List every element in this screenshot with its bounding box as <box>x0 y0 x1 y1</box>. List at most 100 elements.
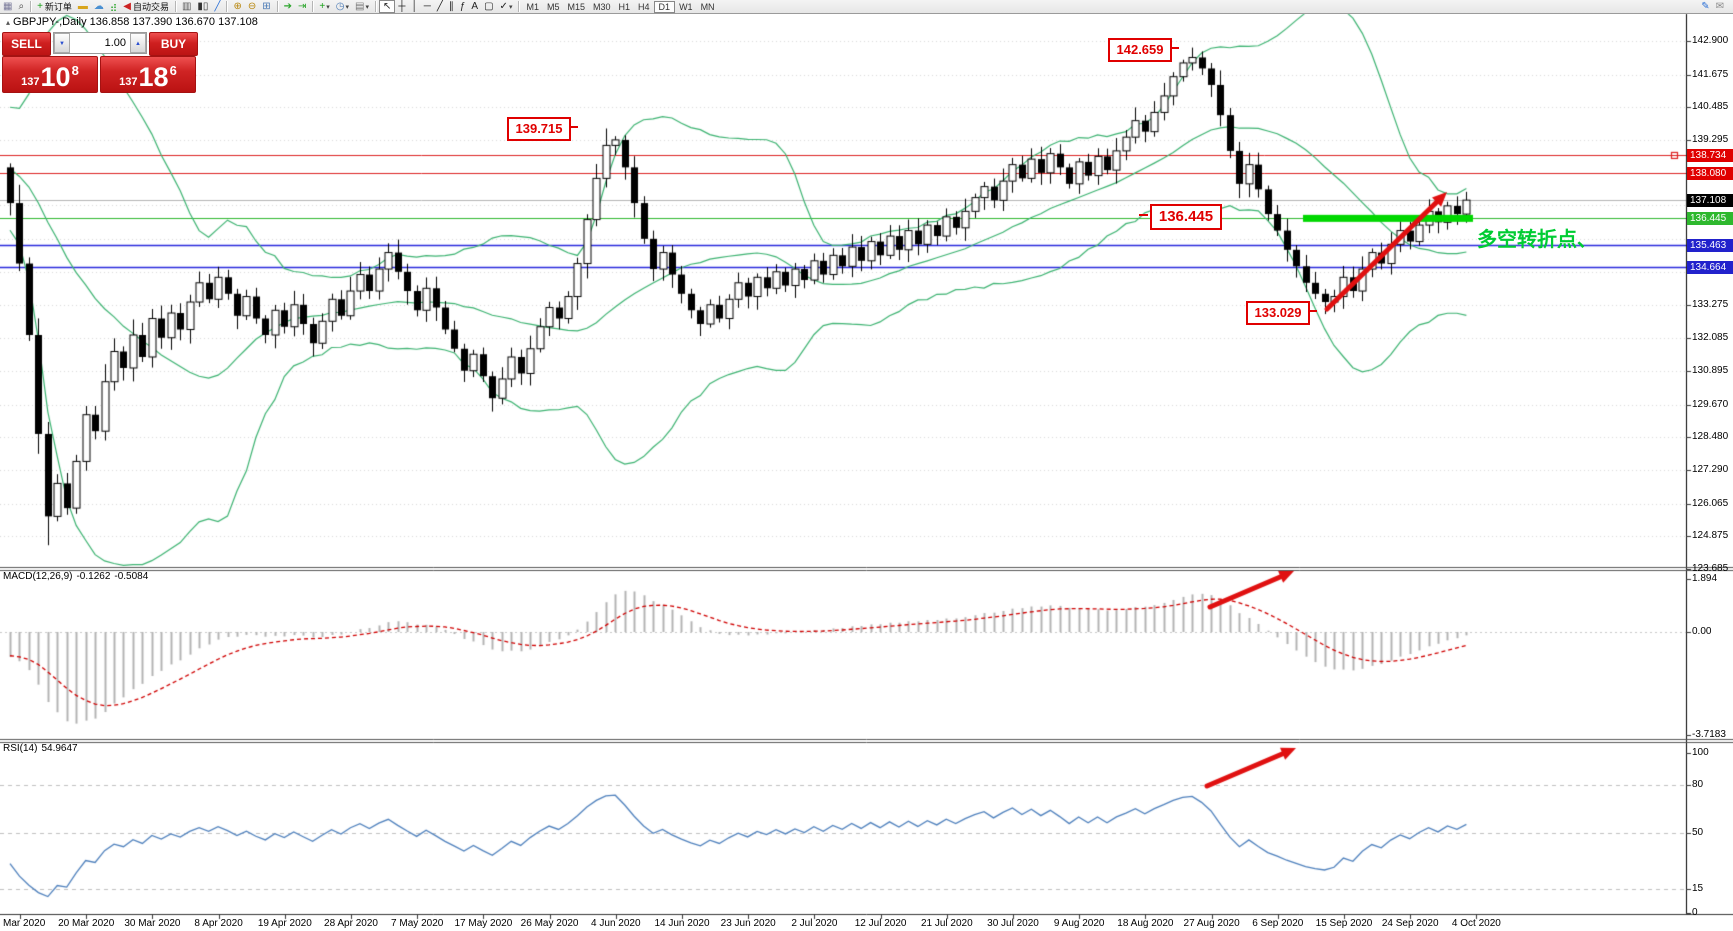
price-annotation-box-139715[interactable]: 139.715 <box>507 117 571 141</box>
date-axis-label: 9 Aug 2020 <box>1053 918 1105 929</box>
chat-icon[interactable]: ✉ <box>1713 1 1727 13</box>
trendline-icon: ╱ <box>436 0 443 12</box>
volume-input[interactable] <box>70 33 130 53</box>
cloud-icon: ☁ <box>93 0 104 12</box>
gold-icon[interactable]: ▬ <box>75 1 91 13</box>
search-icon[interactable]: ⌕ <box>15 1 27 13</box>
toolbar-separator <box>174 1 176 12</box>
zoom-out-icon[interactable]: ⊖ <box>245 1 259 13</box>
zoom-in-icon[interactable]: ⊕ <box>230 1 244 13</box>
date-axis-label: 17 May 2020 <box>454 918 513 929</box>
chinese-annotation-text[interactable]: 多空转折点、 <box>1477 229 1597 251</box>
timeframe-button-w1[interactable]: W1 <box>679 1 693 12</box>
label-icon[interactable]: ▢ <box>481 1 496 13</box>
templates-icon[interactable]: ▤ ▾ <box>352 1 372 13</box>
horizontal-line-icon: ─ <box>423 0 431 12</box>
date-axis-label: 26 May 2020 <box>520 918 579 929</box>
timeframe-button-m1[interactable]: M1 <box>526 1 539 12</box>
rsi-indicator-label: RSI(14) 54.9647 <box>3 743 78 754</box>
date-axis-label: 1 Mar 2020 <box>0 918 46 929</box>
timeframe-button-m5[interactable]: M5 <box>546 1 560 12</box>
date-axis-label: 18 Aug 2020 <box>1117 918 1174 929</box>
candlestick-chart-icon[interactable]: ▮▯ <box>194 1 211 13</box>
sell-price-point: 8 <box>71 63 79 78</box>
timeframe-button-h4[interactable]: H4 <box>638 1 650 12</box>
date-axis-label: 2 Jul 2020 <box>791 918 838 929</box>
shapes-icon[interactable]: ✓ ▾ <box>497 1 516 13</box>
candlestick-chart-icon: ▮▯ <box>197 0 209 12</box>
rsi-axis-tick-label: 50 <box>1692 827 1704 838</box>
price-annotation-box-133029[interactable]: 133.029 <box>1246 301 1310 325</box>
profiles-icon[interactable]: ▦ <box>0 1 15 13</box>
price-annotation-box-136445[interactable]: 136.445 <box>1150 204 1222 230</box>
line-chart-icon[interactable]: ╱ <box>211 1 223 13</box>
sell-button[interactable]: SELL <box>2 32 51 56</box>
buy-price-panel[interactable]: 137 18 6 <box>100 56 196 93</box>
buy-button[interactable]: BUY <box>149 32 198 56</box>
autotrading-icon[interactable]: ◀ 自动交易 <box>120 1 172 13</box>
search-icon: ⌕ <box>18 0 25 12</box>
add-indicator-icon: + <box>319 0 326 12</box>
trendline-icon[interactable]: ╱ <box>434 1 446 13</box>
price-axis-tick-label: 130.895 <box>1692 364 1729 376</box>
annotation-connector <box>1170 47 1179 49</box>
macd-indicator-label: MACD(12,26,9) -0.1262 -0.5084 <box>3 571 149 582</box>
macd-axis-tick-label: 0.00 <box>1692 626 1712 637</box>
price-axis-tick-label: 124.875 <box>1692 530 1729 542</box>
text-icon[interactable]: A <box>468 1 481 13</box>
date-axis-label: 6 Sep 2020 <box>1252 918 1304 929</box>
price-axis-tick-label: 139.295 <box>1692 134 1729 146</box>
price-level-badge: 137.108 <box>1687 193 1733 207</box>
annotation-connector <box>1308 310 1317 312</box>
annotation-connector <box>1139 214 1148 216</box>
timeframe-button-m30[interactable]: M30 <box>593 1 611 12</box>
auto-scroll-icon[interactable]: ➔ <box>281 1 295 13</box>
bar-chart-icon[interactable]: ▥ <box>179 1 194 13</box>
profiles-icon: ▦ <box>3 0 13 12</box>
cloud-icon[interactable]: ☁ <box>91 1 107 13</box>
chart-period-icon[interactable]: ◷ ▾ <box>333 1 352 13</box>
timeframe-button-h1[interactable]: H1 <box>618 1 631 12</box>
fibonacci-icon[interactable]: ƒ <box>457 1 469 13</box>
price-annotation-box-142659[interactable]: 142.659 <box>1108 38 1172 62</box>
buy-price-pips: 18 <box>138 62 169 92</box>
timeframe-button-mn[interactable]: MN <box>700 1 715 12</box>
volume-increase-button[interactable]: ▲ <box>130 33 146 53</box>
zoom-in-icon: ⊕ <box>233 0 242 12</box>
vertical-line-icon: │ <box>411 0 418 12</box>
price-level-badge: 138.734 <box>1687 148 1733 162</box>
toolbar-separator <box>518 1 520 12</box>
date-axis-label: 28 Apr 2020 <box>324 918 378 929</box>
edit-icon: ✎ <box>1701 0 1710 12</box>
new-order-icon[interactable]: + 新订单 <box>34 1 75 13</box>
chat-icon: ✉ <box>1715 0 1724 12</box>
price-axis-tick-label: 132.085 <box>1692 332 1729 344</box>
zoom-out-icon: ⊖ <box>247 0 257 12</box>
tile-windows-icon[interactable]: ⊞ <box>259 1 273 13</box>
volume-decrease-button[interactable]: ▼ <box>54 33 70 53</box>
macd-axis-tick-label: 1.894 <box>1692 573 1718 585</box>
sell-price-panel[interactable]: 137 10 8 <box>2 56 98 93</box>
buy-price-handle: 137 <box>119 76 138 88</box>
date-axis-label: 19 Apr 2020 <box>257 918 312 929</box>
date-axis-label: 14 Jun 2020 <box>654 918 710 929</box>
toolbar-separator <box>226 1 228 12</box>
crosshair-icon[interactable]: ┼ <box>395 1 408 13</box>
bar-chart-icon: ▥ <box>181 0 192 12</box>
gold-icon: ▬ <box>77 0 88 12</box>
cursor-icon[interactable]: ↖ <box>379 0 396 13</box>
add-indicator-icon[interactable]: + ▾ <box>316 1 332 13</box>
channel-icon[interactable]: ∥ <box>446 1 457 13</box>
vertical-line-icon[interactable]: │ <box>408 1 420 13</box>
timeframe-button-d1[interactable]: D1 <box>653 0 676 13</box>
signal-icon[interactable]: ⣴ <box>107 1 120 13</box>
edit-icon[interactable]: ✎ <box>1698 1 1712 13</box>
horizontal-line-icon[interactable]: ─ <box>421 1 434 13</box>
timeframe-button-m15[interactable]: M15 <box>567 1 585 12</box>
chart-shift-icon[interactable]: ⇥ <box>295 1 309 13</box>
crosshair-icon: ┼ <box>398 0 406 12</box>
new-order-icon: + <box>37 0 43 12</box>
price-axis-tick-label: 140.485 <box>1692 101 1729 113</box>
